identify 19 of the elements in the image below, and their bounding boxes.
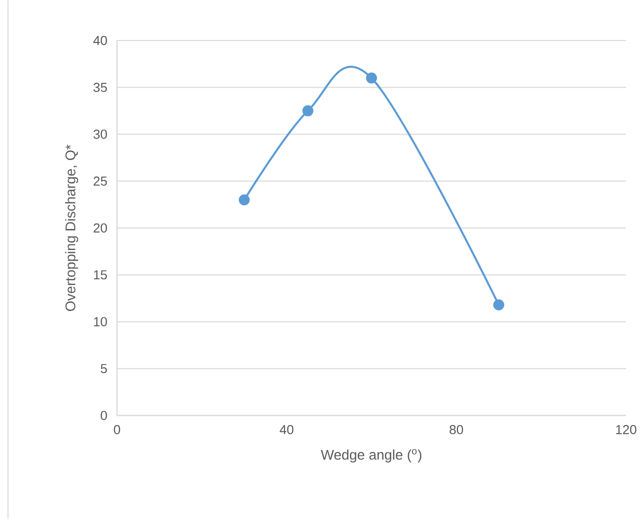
y-axis-title: Overtopping Discharge, Q*	[65, 144, 78, 311]
y-tick-label: 20	[94, 223, 107, 233]
y-tick-label: 10	[94, 317, 107, 326]
y-tick-label: 15	[94, 270, 107, 280]
x-axis-title: Wedge angle ($^{o}$)	[320, 449, 422, 462]
y-tick-label: 30	[94, 130, 107, 139]
point	[302, 105, 314, 116]
y-tick-label: 0	[100, 410, 107, 420]
x-tick-label: 40	[280, 425, 294, 434]
y-tick-label: 35	[94, 82, 107, 92]
x-tick-label: 0	[114, 425, 120, 434]
x-tick-label: 120	[616, 425, 636, 434]
point	[366, 72, 377, 84]
y-tick-label: 40	[93, 36, 107, 46]
y-tick-label: 5	[100, 364, 107, 374]
point	[493, 299, 504, 310]
x-tick-label: 80	[450, 425, 464, 434]
y-tick-label: 25	[94, 176, 107, 186]
point	[238, 194, 250, 206]
